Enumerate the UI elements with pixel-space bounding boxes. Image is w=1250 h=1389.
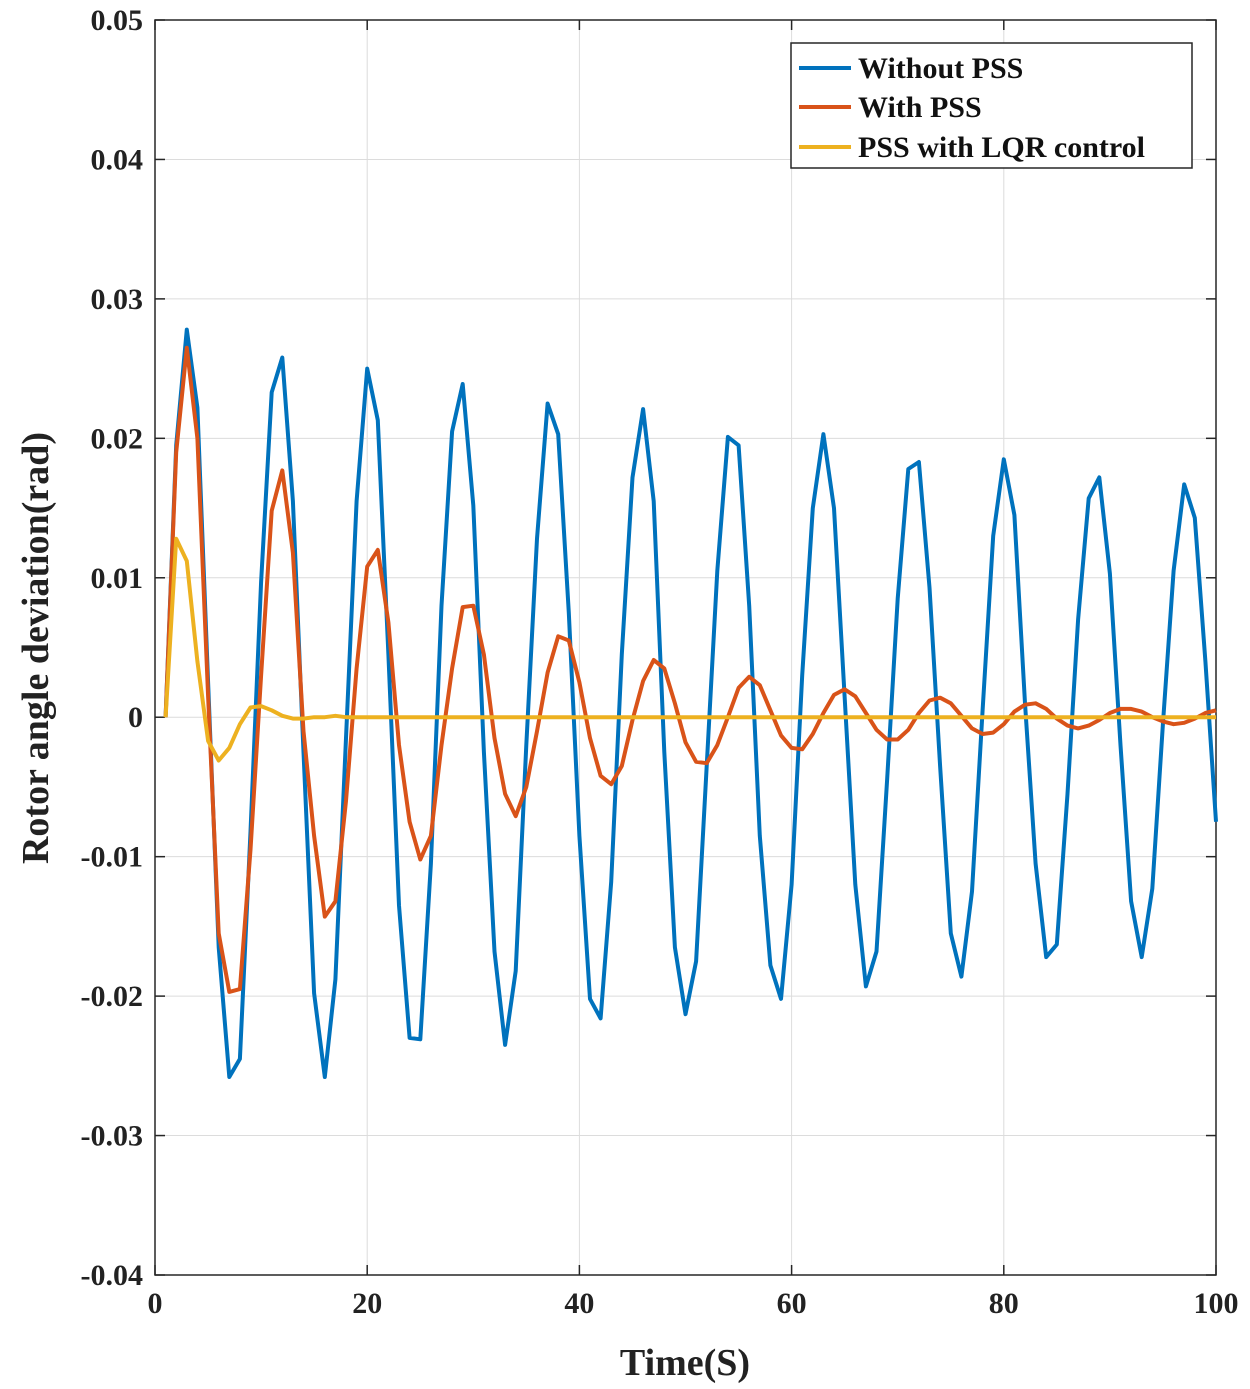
tick-labels: 0 20 40 60 80 100 -0.04 -0.03 -0.02 -0.01 0 0.01 0.0… xyxy=(81,4,1239,1320)
y-tick-label: -0.04 xyxy=(81,1259,144,1292)
axis-ticks xyxy=(154,19,1217,1276)
x-tick-label: 20 xyxy=(352,1287,382,1320)
plot-frame xyxy=(154,19,1217,1276)
y-tick-label: 0.02 xyxy=(91,422,144,455)
y-axis-label: Rotor angle deviation(rad) xyxy=(15,432,57,864)
y-tick-label: 0.04 xyxy=(91,143,144,176)
x-tick-label: 40 xyxy=(564,1287,594,1320)
legend-box xyxy=(790,42,1193,169)
y-tick-label: 0 xyxy=(128,701,143,734)
y-tick-label: -0.02 xyxy=(81,980,144,1013)
legend-label-without-pss: Without PSS xyxy=(858,52,1023,85)
y-tick-label: 0.01 xyxy=(91,562,144,595)
x-tick-label: 60 xyxy=(777,1287,807,1320)
plot-area xyxy=(155,20,1216,1275)
x-tick-label: 0 xyxy=(148,1287,163,1320)
x-axis-label: Time(S) xyxy=(620,1342,750,1384)
x-tick-label: 80 xyxy=(989,1287,1019,1320)
legend-label-pss-lqr: PSS with LQR control xyxy=(858,131,1145,164)
y-tick-label: 0.05 xyxy=(91,4,144,37)
legend: Without PSS With PSS PSS with LQR contro… xyxy=(790,42,1193,169)
y-tick-label: -0.03 xyxy=(81,1120,144,1153)
x-tick-label: 100 xyxy=(1194,1287,1239,1320)
series-line-with-pss xyxy=(163,345,1217,994)
y-tick-label: -0.01 xyxy=(81,841,144,874)
y-tick-label: 0.03 xyxy=(91,283,144,316)
series-lines xyxy=(163,327,1218,1079)
series-line-pss-with-lqr-control xyxy=(163,536,1216,763)
legend-label-with-pss: With PSS xyxy=(858,91,982,124)
